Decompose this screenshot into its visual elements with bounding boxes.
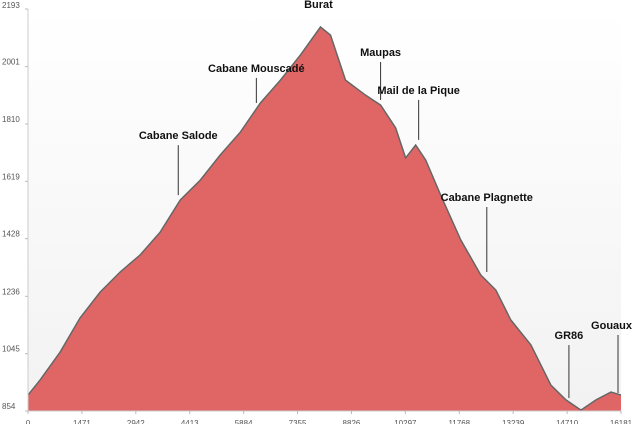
annotation-label: Gouaux [591,320,633,332]
y-tick-label: 1428 [2,230,20,239]
x-tick-label: 4413 [181,419,199,424]
x-tick-label: 7355 [289,419,307,424]
y-tick-label: 1810 [2,115,20,124]
x-tick-label: 10297 [394,419,417,424]
annotation-label: Cabane Mouscadé [208,63,305,75]
annotation-label: Cabane Salode [139,130,218,142]
annotation-label: Burat [304,0,333,11]
area [28,27,621,412]
y-tick-label: 1236 [2,287,20,296]
annotation-label: Mail de la Pique [377,85,460,97]
y-tick-label: 2001 [2,58,20,67]
y-tick-label: 854 [2,402,16,411]
annotation-label: Maupas [360,47,401,59]
x-tick-label: 13239 [502,419,525,424]
x-tick-label: 8826 [343,419,361,424]
y-tick-label: 1619 [2,172,20,181]
x-tick-label: 0 [26,419,31,424]
x-tick-label: 14710 [556,419,579,424]
x-tick-label: 1471 [73,419,91,424]
profile-line [27,25,622,412]
x-tick-label: 11768 [448,419,470,424]
y-tick-label: 2193 [2,1,20,10]
annotation-label: Cabane Plagnette [441,192,533,204]
y-tick-label: 1045 [2,345,20,354]
x-tick-label: 5884 [235,419,253,424]
x-tick-label: 2942 [127,419,145,424]
x-tick-label: 16181 [610,419,633,424]
annotation-label: GR86 [555,330,584,342]
